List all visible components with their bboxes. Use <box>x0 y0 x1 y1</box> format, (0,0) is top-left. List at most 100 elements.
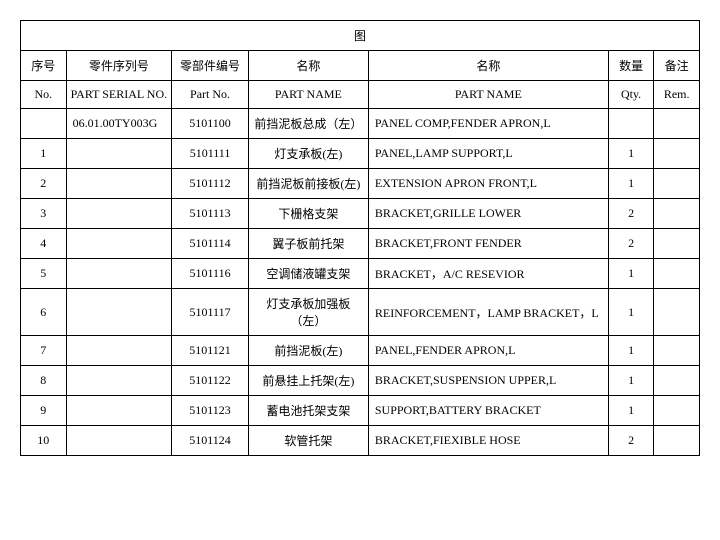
table-row: 9 5101123蓄电池托架支架SUPPORT,BATTERY BRACKET1 <box>21 396 700 426</box>
cell-qty <box>608 109 654 139</box>
cell-qty: 1 <box>608 289 654 336</box>
cell-name-cn: 空调储液罐支架 <box>248 259 368 289</box>
cell-qty: 1 <box>608 366 654 396</box>
cell-name-en: BRACKET,FIEXIBLE HOSE <box>368 426 608 456</box>
cell-rem <box>654 336 700 366</box>
cell-name-cn: 下栅格支架 <box>248 199 368 229</box>
cell-partno: 5101111 <box>172 139 249 169</box>
cell-serial <box>66 199 172 229</box>
hdr-name2-en: PART NAME <box>368 81 608 109</box>
cell-no: 9 <box>21 396 67 426</box>
cell-name-cn: 翼子板前托架 <box>248 229 368 259</box>
cell-no: 1 <box>21 139 67 169</box>
cell-serial <box>66 289 172 336</box>
cell-partno: 5101123 <box>172 396 249 426</box>
cell-name-cn: 软管托架 <box>248 426 368 456</box>
cell-rem <box>654 199 700 229</box>
hdr-name1-en: PART NAME <box>248 81 368 109</box>
hdr-qty-en: Qty. <box>608 81 654 109</box>
cell-name-en: BRACKET,SUSPENSION UPPER,L <box>368 366 608 396</box>
cell-name-en: BRACKET，A/C RESEVIOR <box>368 259 608 289</box>
cell-qty: 1 <box>608 169 654 199</box>
cell-no: 4 <box>21 229 67 259</box>
hdr-rem-cn: 备注 <box>654 51 700 81</box>
cell-partno: 5101112 <box>172 169 249 199</box>
hdr-name2-cn: 名称 <box>368 51 608 81</box>
table-row: 45101114翼子板前托架BRACKET,FRONT FENDER2 <box>21 229 700 259</box>
cell-rem <box>654 229 700 259</box>
cell-name-en: SUPPORT,BATTERY BRACKET <box>368 396 608 426</box>
hdr-no-cn: 序号 <box>21 51 67 81</box>
cell-no: 8 <box>21 366 67 396</box>
cell-partno: 5101122 <box>172 366 249 396</box>
cell-rem <box>654 396 700 426</box>
cell-qty: 2 <box>608 426 654 456</box>
cell-serial <box>66 366 172 396</box>
hdr-serial-en: PART SERIAL NO. <box>66 81 172 109</box>
cell-serial <box>66 336 172 366</box>
cell-no: 2 <box>21 169 67 199</box>
table-row: 75101121前挡泥板(左)PANEL,FENDER APRON,L1 <box>21 336 700 366</box>
cell-qty: 1 <box>608 336 654 366</box>
cell-partno: 5101114 <box>172 229 249 259</box>
table-row: 2 5101112前挡泥板前接板(左)EXTENSION APRON FRONT,… <box>21 169 700 199</box>
cell-name-cn: 前挡泥板总成（左） <box>248 109 368 139</box>
cell-rem <box>654 366 700 396</box>
cell-no: 10 <box>21 426 67 456</box>
cell-name-en: EXTENSION APRON FRONT,L <box>368 169 608 199</box>
title-row: 图 <box>21 21 700 51</box>
cell-name-en: BRACKET,GRILLE LOWER <box>368 199 608 229</box>
cell-rem <box>654 109 700 139</box>
cell-rem <box>654 289 700 336</box>
cell-name-en: PANEL,FENDER APRON,L <box>368 336 608 366</box>
header-row-en: No. PART SERIAL NO. Part No. PART NAME P… <box>21 81 700 109</box>
header-row-cn: 序号 零件序列号 零部件编号 名称 名称 数量 备注 <box>21 51 700 81</box>
cell-name-cn: 前挡泥板(左) <box>248 336 368 366</box>
hdr-no-en: No. <box>21 81 67 109</box>
cell-partno: 5101121 <box>172 336 249 366</box>
cell-name-cn: 前挡泥板前接板(左) <box>248 169 368 199</box>
cell-rem <box>654 259 700 289</box>
cell-name-cn: 前悬挂上托架(左) <box>248 366 368 396</box>
table-row: 3 5101113下栅格支架BRACKET,GRILLE LOWER2 <box>21 199 700 229</box>
cell-rem <box>654 426 700 456</box>
cell-name-cn: 蓄电池托架支架 <box>248 396 368 426</box>
cell-qty: 2 <box>608 199 654 229</box>
cell-rem <box>654 139 700 169</box>
cell-qty: 1 <box>608 396 654 426</box>
cell-serial <box>66 259 172 289</box>
cell-partno: 5101124 <box>172 426 249 456</box>
table-row: 55101116空调储液罐支架BRACKET，A/C RESEVIOR1 <box>21 259 700 289</box>
hdr-serial-cn: 零件序列号 <box>66 51 172 81</box>
table-title: 图 <box>21 21 700 51</box>
cell-serial <box>66 396 172 426</box>
cell-serial: 06.01.00TY003G <box>66 109 172 139</box>
cell-partno: 5101100 <box>172 109 249 139</box>
cell-name-en: REINFORCEMENT，LAMP BRACKET，L <box>368 289 608 336</box>
cell-qty: 2 <box>608 229 654 259</box>
cell-serial <box>66 169 172 199</box>
cell-name-en: PANEL,LAMP SUPPORT,L <box>368 139 608 169</box>
table-row: 65101117灯支承板加强板（左）REINFORCEMENT，LAMP BRA… <box>21 289 700 336</box>
cell-serial <box>66 229 172 259</box>
table-row: 8 5101122前悬挂上托架(左)BRACKET,SUSPENSION UPPE… <box>21 366 700 396</box>
cell-partno: 5101113 <box>172 199 249 229</box>
cell-name-cn: 灯支承板加强板（左） <box>248 289 368 336</box>
cell-no: 6 <box>21 289 67 336</box>
cell-no <box>21 109 67 139</box>
cell-qty: 1 <box>608 139 654 169</box>
hdr-partno-en: Part No. <box>172 81 249 109</box>
cell-serial <box>66 139 172 169</box>
table-row: 15101111灯支承板(左)PANEL,LAMP SUPPORT,L1 <box>21 139 700 169</box>
cell-serial <box>66 426 172 456</box>
cell-no: 5 <box>21 259 67 289</box>
table-body: 06.01.00TY003G5101100前挡泥板总成（左）PANEL COMP… <box>21 109 700 456</box>
cell-name-cn: 灯支承板(左) <box>248 139 368 169</box>
cell-rem <box>654 169 700 199</box>
hdr-qty-cn: 数量 <box>608 51 654 81</box>
cell-qty: 1 <box>608 259 654 289</box>
cell-no: 3 <box>21 199 67 229</box>
hdr-partno-cn: 零部件编号 <box>172 51 249 81</box>
hdr-rem-en: Rem. <box>654 81 700 109</box>
cell-name-en: PANEL COMP,FENDER APRON,L <box>368 109 608 139</box>
